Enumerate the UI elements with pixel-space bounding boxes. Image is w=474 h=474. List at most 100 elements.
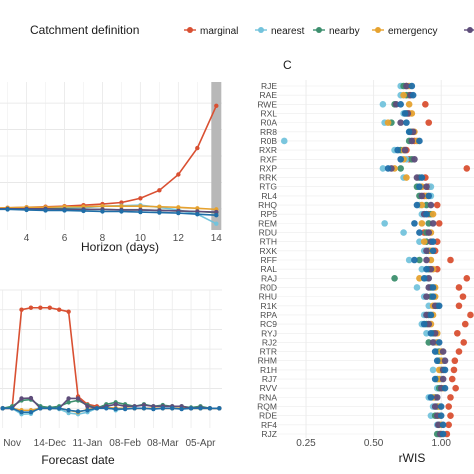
legend-dot-emergency	[375, 27, 381, 33]
row-label: R1K	[260, 301, 277, 311]
point-elective	[141, 402, 147, 408]
panel-horizon-marks	[0, 103, 219, 226]
legend-label-nearby: nearby	[329, 26, 360, 37]
point-cov	[429, 238, 437, 245]
row-label: RHU	[259, 292, 277, 302]
point-nearest	[381, 220, 388, 227]
point-elective	[214, 209, 219, 215]
point-nearest	[379, 165, 387, 172]
point-emergency	[119, 204, 124, 209]
panel-c-xticks: 0.25 0.50 1.00	[296, 438, 451, 449]
row-label: RR8	[260, 127, 277, 137]
point-marginal	[214, 103, 219, 108]
point-elective	[434, 421, 442, 429]
row-label: RC9	[260, 319, 277, 329]
point-emergency	[416, 275, 423, 282]
point-cov	[405, 128, 413, 136]
point-marginal	[38, 305, 43, 310]
point-nearest	[280, 137, 288, 145]
point-cov	[431, 375, 439, 383]
point-emergency	[420, 238, 428, 245]
point-elective	[425, 229, 433, 236]
point-nearby	[391, 275, 398, 282]
row-label: RQM	[257, 402, 277, 412]
point-nearest	[400, 229, 407, 236]
point-cov	[62, 208, 67, 213]
point-marginal	[28, 305, 34, 310]
point-elective	[423, 247, 430, 255]
row-label: RF4	[261, 420, 277, 430]
point-marginal	[447, 412, 454, 419]
row-label: RNA	[259, 392, 277, 402]
point-elective	[397, 119, 404, 126]
point-cov	[132, 406, 137, 411]
legend: Catchment definition marginal nearest near…	[30, 23, 474, 37]
point-marginal	[157, 188, 162, 193]
point-marginal	[119, 200, 124, 205]
point-cov	[425, 192, 433, 200]
point-cov	[397, 101, 404, 108]
panel-horizon-xlabel: Horizon (days)	[81, 240, 159, 254]
xtick-label: Nov	[3, 438, 21, 449]
point-cov	[408, 82, 416, 90]
point-marginal	[176, 172, 181, 177]
point-elective	[429, 220, 437, 227]
row-label: RTG	[259, 182, 277, 192]
point-cov	[19, 410, 24, 415]
point-emergency	[403, 174, 410, 181]
legend-dot-nearest	[258, 27, 264, 33]
row-label: RHQ	[258, 200, 277, 210]
point-cov	[43, 208, 48, 213]
legend-title: Catchment definition	[30, 23, 139, 37]
point-elective	[401, 146, 409, 154]
point-cov	[113, 406, 118, 412]
point-nearby	[66, 400, 71, 405]
point-cov	[217, 406, 222, 411]
row-label: RPA	[260, 310, 277, 320]
row-label: R0A	[260, 118, 277, 128]
point-marginal	[450, 366, 458, 374]
xtick-label: 0.25	[296, 438, 316, 449]
point-cov	[437, 412, 445, 419]
point-nearby	[397, 165, 404, 172]
point-cov	[94, 406, 100, 411]
point-cov	[66, 408, 71, 413]
point-nearest	[418, 265, 426, 273]
point-cov	[429, 284, 437, 291]
point-marginal	[459, 293, 467, 300]
point-cov	[420, 275, 428, 282]
point-emergency	[176, 205, 181, 210]
legend-label-marginal: marginal	[200, 26, 238, 37]
point-cov	[75, 409, 81, 414]
point-elective	[429, 339, 437, 346]
row-label: RJE	[261, 81, 277, 91]
xtick-label: 10	[135, 233, 147, 244]
point-cov	[214, 213, 219, 218]
row-label: RTH	[260, 237, 277, 247]
panel-forecast-xlabel: Forecast date	[41, 453, 115, 467]
point-marginal	[435, 220, 443, 227]
row-label: R0D	[260, 282, 277, 292]
point-marginal	[19, 307, 24, 312]
point-emergency	[138, 204, 143, 209]
row-label: RFF	[260, 255, 277, 265]
panel-c-tag: C	[283, 58, 292, 72]
xtick-label: 6	[62, 233, 68, 244]
point-cov	[441, 366, 449, 374]
point-elective	[431, 403, 439, 410]
row-label: RXK	[260, 246, 278, 256]
series-line-marginal	[2, 306, 220, 410]
point-marginal	[455, 284, 463, 291]
point-nearest	[416, 238, 423, 245]
point-elective	[418, 192, 426, 200]
point-cov	[100, 209, 105, 214]
point-cov	[423, 210, 430, 218]
point-cov	[423, 265, 430, 273]
point-nearest	[214, 221, 219, 226]
point-emergency	[400, 91, 407, 99]
point-marginal	[445, 403, 452, 410]
point-cov	[0, 406, 5, 411]
point-marginal	[455, 302, 463, 310]
point-cov	[104, 406, 109, 411]
point-cov	[38, 406, 43, 411]
